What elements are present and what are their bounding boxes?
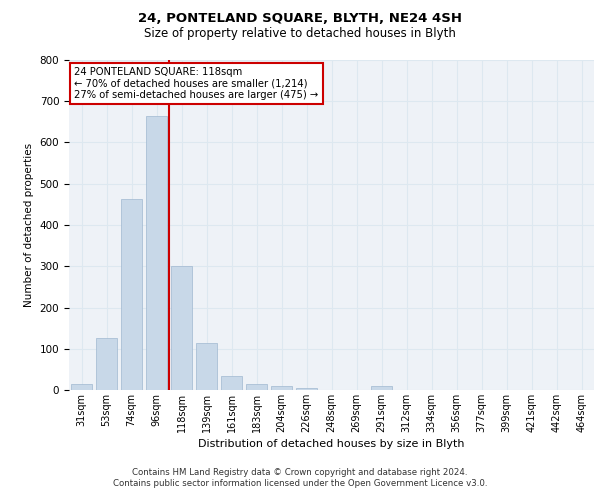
Bar [246, 384, 267, 390]
Bar [71, 384, 92, 390]
Text: Size of property relative to detached houses in Blyth: Size of property relative to detached ho… [144, 28, 456, 40]
Y-axis label: Number of detached properties: Number of detached properties [24, 143, 34, 307]
Text: 24, PONTELAND SQUARE, BLYTH, NE24 4SH: 24, PONTELAND SQUARE, BLYTH, NE24 4SH [138, 12, 462, 26]
Bar [371, 386, 392, 390]
Bar [121, 200, 142, 390]
Bar [171, 266, 192, 390]
Text: Contains HM Land Registry data © Crown copyright and database right 2024.
Contai: Contains HM Land Registry data © Crown c… [113, 468, 487, 487]
X-axis label: Distribution of detached houses by size in Blyth: Distribution of detached houses by size … [198, 439, 465, 449]
Bar [96, 338, 117, 390]
Bar [146, 116, 167, 390]
Bar [296, 388, 317, 390]
Bar [221, 376, 242, 390]
Text: 24 PONTELAND SQUARE: 118sqm
← 70% of detached houses are smaller (1,214)
27% of : 24 PONTELAND SQUARE: 118sqm ← 70% of det… [74, 66, 319, 100]
Bar [196, 342, 217, 390]
Bar [271, 386, 292, 390]
